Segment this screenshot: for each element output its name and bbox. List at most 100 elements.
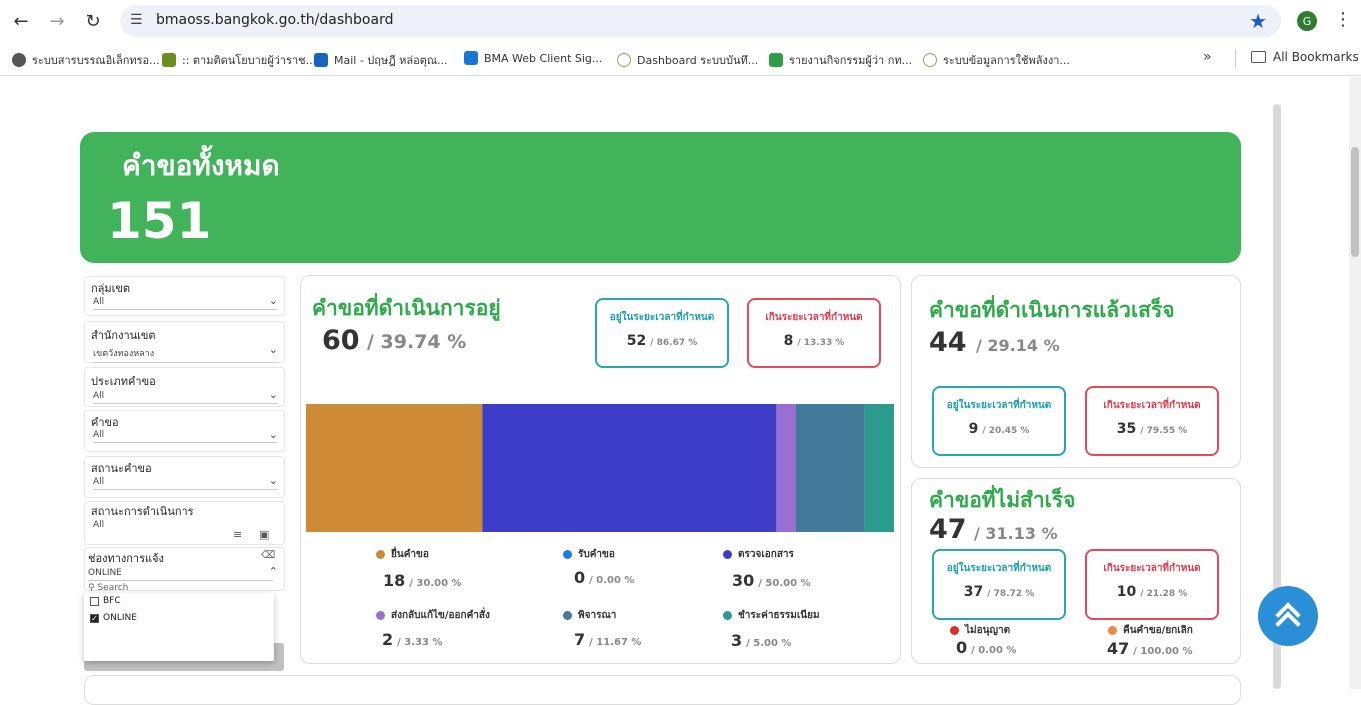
chip-value: 9/ 20.45 % [934, 421, 1064, 437]
filter-process-status[interactable]: สถานะการดำเนินการ All ≡ ▣ [84, 501, 285, 545]
site-favicon-icon [162, 53, 176, 67]
chevron-down-icon[interactable]: ⌄ [268, 388, 278, 401]
reload-icon[interactable]: ↻ [85, 10, 101, 32]
filter-value[interactable]: All [93, 391, 278, 404]
filter-value[interactable]: เขตวังทองหลาง [93, 346, 278, 363]
legend-item: พิจารณา [563, 608, 616, 623]
filter-label: สถานะการดำเนินการ [91, 505, 194, 518]
eraser-icon[interactable]: ⌫ [261, 550, 276, 561]
in-progress-title: คำขอที่ดำเนินการอยู่ [312, 296, 501, 320]
checkbox-unchecked[interactable] [90, 596, 99, 606]
stacked-bar-chart[interactable] [306, 404, 894, 532]
bar-segment[interactable] [482, 404, 777, 532]
bookmark-star-icon[interactable]: ★ [1249, 9, 1267, 33]
in-progress-count: 60 [322, 325, 360, 356]
filter-channel[interactable]: ช่องทางการแจ้ง ⌫ ONLINE ⌃ [84, 547, 285, 591]
bar-segment[interactable] [864, 404, 894, 532]
legend-number: 30 [732, 571, 755, 590]
filter-label: กลุ่มเขต [91, 282, 131, 295]
search-input[interactable]: ⚲ Search [88, 583, 128, 593]
option-online[interactable]: ✓ ONLINE [90, 613, 137, 623]
in-progress-overdue-chip: เกินระยะเวลาที่กำหนด 8/ 13.33 % [747, 298, 881, 368]
forward-arrow-icon[interactable]: → [49, 10, 65, 32]
bookmark-label: BMA Web Client Sig... [484, 51, 603, 65]
bookmark-item[interactable]: BMA Web Client Sig... [464, 51, 602, 65]
legend-number: 18 [383, 571, 406, 590]
bookmark-item[interactable]: รายงานกิจกรรมผู้ว่า กท... [769, 51, 912, 69]
scroll-to-top-button[interactable] [1258, 586, 1318, 646]
option-label: BFC [103, 596, 121, 606]
legend-value: 30/ 50.00 % [732, 571, 811, 590]
legend-number: 0 [956, 638, 968, 657]
bookmark-label: Mail - ปฤษฎี หล่อตุณ... [334, 54, 448, 67]
bar-segment[interactable] [776, 404, 796, 532]
total-requests-banner: คำขอทั้งหมด 151 [80, 132, 1241, 263]
chevron-up-icon[interactable]: ⌃ [268, 565, 278, 578]
filter-value[interactable]: All [93, 430, 278, 443]
filter-request[interactable]: คำขอ All ⌄ [84, 410, 285, 452]
legend-dot [723, 550, 732, 559]
bookmark-item[interactable]: :: ตามติดนโยบายผู้ว่าราช... [162, 51, 316, 69]
profile-avatar[interactable]: G [1297, 11, 1317, 31]
chip-label: อยู่ในระยะเวลาที่กำหนด [946, 563, 1052, 574]
more-bookmarks-icon[interactable]: » [1203, 49, 1212, 65]
filter-district-group[interactable]: กลุ่มเขต All ⌄ [84, 276, 285, 316]
legend-item: ตรวจเอกสาร [723, 547, 794, 562]
bookmark-item[interactable]: Mail - ปฤษฎี หล่อตุณ... [314, 51, 448, 69]
inner-scrollbar[interactable] [1273, 104, 1281, 689]
filter-label: คำขอ [91, 416, 119, 429]
bookmark-label: ระบบข้อมูลการใช้พลังงา... [943, 54, 1070, 67]
chevron-down-icon[interactable]: ⌄ [268, 428, 278, 441]
url-text[interactable]: bmaoss.bangkok.go.th/dashboard [156, 12, 394, 28]
legend-pct: / 30.00 % [409, 578, 462, 589]
bookmark-item[interactable]: ระบบข้อมูลการใช้พลังงา... [923, 51, 1070, 69]
option-bfc[interactable]: BFC [90, 596, 121, 606]
legend-dot [950, 626, 959, 635]
bma-seal-icon [923, 53, 937, 67]
all-bookmarks-button[interactable]: All Bookmarks [1251, 50, 1359, 64]
bar-segment[interactable] [306, 404, 483, 532]
filter-request-type[interactable]: ประเภทคำขอ All ⌄ [84, 367, 285, 407]
chevron-down-icon[interactable]: ⌄ [268, 474, 278, 487]
filter-value[interactable]: All [93, 477, 278, 490]
bar-segment[interactable] [796, 404, 865, 532]
bookmark-item[interactable]: ระบบสารบรรณอิเล็กทรอ... [12, 51, 160, 69]
chip-pct: / 86.67 % [650, 338, 698, 348]
filter-lines-icon[interactable]: ≡ [233, 528, 243, 541]
menu-kebab-icon[interactable]: ⋮ [1334, 9, 1352, 30]
chip-label: เกินระยะเวลาที่กำหนด [1103, 563, 1201, 574]
completed-ontime-chip: อยู่ในระยะเวลาที่กำหนด 9/ 20.45 % [932, 386, 1066, 456]
back-arrow-icon[interactable]: ← [13, 10, 29, 32]
address-bar[interactable]: ☰ bmaoss.bangkok.go.th/dashboard ★ [120, 5, 1281, 37]
legend-dot [563, 611, 572, 620]
site-info-icon[interactable]: ☰ [130, 12, 143, 28]
globe-icon [12, 53, 26, 67]
window-scrollbar[interactable] [1349, 77, 1361, 689]
legend-pct: / 100.00 % [1133, 646, 1193, 657]
checkbox-checked-icon[interactable]: ✓ [90, 613, 99, 623]
total-requests-label: คำขอทั้งหมด [122, 149, 280, 182]
legend-item: ส่งกลับแก้ไข/ออกคำสั่ง [376, 608, 490, 623]
chevron-down-icon[interactable]: ⌄ [268, 343, 278, 356]
failed-pct: / 31.13 % [974, 524, 1058, 543]
option-label: ONLINE [103, 613, 137, 623]
chip-value: 52/ 86.67 % [597, 333, 727, 349]
filter-value[interactable]: ONLINE [88, 568, 273, 581]
chip-pct: / 78.72 % [987, 589, 1035, 599]
legend-label: ยื่นคำขอ [391, 549, 429, 560]
legend-pct: / 11.67 % [589, 637, 642, 648]
legend-value: 47/ 100.00 % [1107, 639, 1193, 658]
folder-icon [1251, 51, 1266, 63]
legend-item: รับคำขอ [563, 547, 615, 562]
filter-district-office[interactable]: สำนักงานเขต เขตวังทองหลาง ⌄ [84, 321, 285, 363]
divider [1235, 50, 1236, 68]
chevron-down-icon[interactable]: ⌄ [268, 294, 278, 307]
scrollbar-thumb[interactable] [1351, 147, 1359, 257]
filter-value[interactable]: All [93, 520, 105, 530]
filter-request-status[interactable]: สถานะคำขอ All ⌄ [84, 456, 285, 498]
expand-icon[interactable]: ▣ [259, 528, 270, 541]
bookmark-item[interactable]: Dashboard ระบบบันทึ... [617, 51, 758, 69]
chip-number: 35 [1116, 421, 1137, 437]
bookmark-label: :: ตามติดนโยบายผู้ว่าราช... [182, 54, 317, 67]
filter-value[interactable]: All [93, 297, 278, 310]
